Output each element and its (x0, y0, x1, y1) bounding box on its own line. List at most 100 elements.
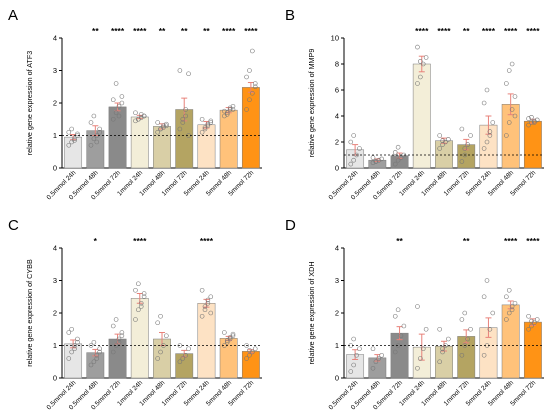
data-point (484, 139, 490, 145)
bar (108, 106, 127, 169)
data-point (222, 108, 227, 114)
data-point (186, 346, 191, 352)
bar (412, 63, 431, 169)
data-point (72, 138, 77, 143)
data-point (72, 136, 77, 142)
data-point (526, 116, 531, 121)
data-point (199, 287, 205, 293)
data-point (69, 126, 74, 132)
data-point (180, 120, 186, 125)
data-point (418, 74, 423, 80)
data-point (180, 356, 186, 361)
data-point (113, 317, 119, 322)
data-point (244, 107, 249, 112)
y-tick-label: 0 (335, 374, 339, 383)
significance-label: **** (222, 26, 236, 36)
significance-label: ** (463, 26, 470, 36)
significance-label: **** (504, 26, 518, 36)
data-point (250, 90, 255, 96)
data-point (119, 94, 125, 99)
data-point (141, 294, 147, 300)
data-point (205, 121, 211, 127)
data-point (91, 339, 97, 345)
significance-label: **** (200, 236, 214, 246)
data-point (437, 359, 442, 365)
data-point (443, 343, 448, 348)
data-point (490, 310, 496, 316)
data-point (177, 126, 183, 132)
data-point (141, 291, 147, 296)
data-point (247, 348, 252, 353)
data-point (446, 137, 451, 142)
data-point (138, 300, 144, 306)
data-point (370, 346, 376, 352)
data-point (230, 331, 236, 337)
data-point (97, 129, 102, 135)
data-point (351, 157, 356, 163)
data-point (509, 304, 515, 309)
data-point (113, 81, 119, 86)
data-point (459, 317, 465, 322)
data-point (481, 294, 487, 300)
data-point (440, 346, 445, 352)
data-point (506, 310, 512, 316)
data-point (180, 116, 186, 122)
data-point (373, 159, 379, 164)
data-point (66, 129, 72, 135)
data-point (357, 346, 362, 352)
y-axis-label: relative gene expression of ATF3 (25, 51, 34, 156)
data-point (373, 359, 379, 365)
panel-letter: C (8, 217, 19, 234)
data-point (136, 116, 141, 122)
significance-label: ** (203, 26, 210, 36)
data-point (88, 362, 94, 368)
data-point (72, 346, 77, 352)
significance-label: **** (437, 26, 451, 36)
data-point (110, 97, 116, 103)
bar (219, 109, 238, 169)
data-point (183, 352, 188, 358)
data-point (205, 297, 211, 303)
data-point (177, 68, 183, 73)
data-point (116, 339, 122, 345)
data-point (468, 326, 473, 332)
data-point (116, 113, 122, 119)
data-point (91, 113, 97, 119)
y-tick-label: 1 (335, 341, 339, 350)
data-point (376, 157, 382, 163)
y-tick-label: 2 (335, 309, 339, 318)
data-point (155, 320, 160, 326)
panel-letter: D (285, 217, 296, 234)
data-point (199, 116, 205, 122)
data-point (398, 155, 404, 160)
data-point (66, 142, 72, 148)
data-point (66, 356, 72, 361)
data-point (526, 122, 531, 128)
significance-label: ** (92, 26, 99, 36)
data-point (509, 107, 515, 112)
data-point (116, 103, 122, 109)
bar (86, 130, 105, 169)
data-point (224, 339, 230, 345)
data-point (423, 55, 429, 60)
data-point (532, 120, 537, 125)
data-point (443, 139, 448, 145)
data-point (357, 146, 362, 151)
data-point (97, 349, 102, 355)
bar (523, 120, 542, 169)
data-point (88, 120, 94, 125)
data-point (395, 307, 401, 313)
data-point (348, 139, 354, 145)
data-point (94, 352, 100, 358)
y-tick-label: 4 (53, 34, 57, 43)
bar (64, 343, 83, 379)
panel-letter: A (8, 7, 18, 24)
significance-label: **** (111, 26, 125, 36)
significance-label: * (94, 236, 98, 246)
y-tick-label: 2 (53, 309, 57, 318)
y-tick-label: 1 (53, 341, 57, 350)
data-point (222, 330, 227, 335)
data-point (529, 120, 534, 125)
